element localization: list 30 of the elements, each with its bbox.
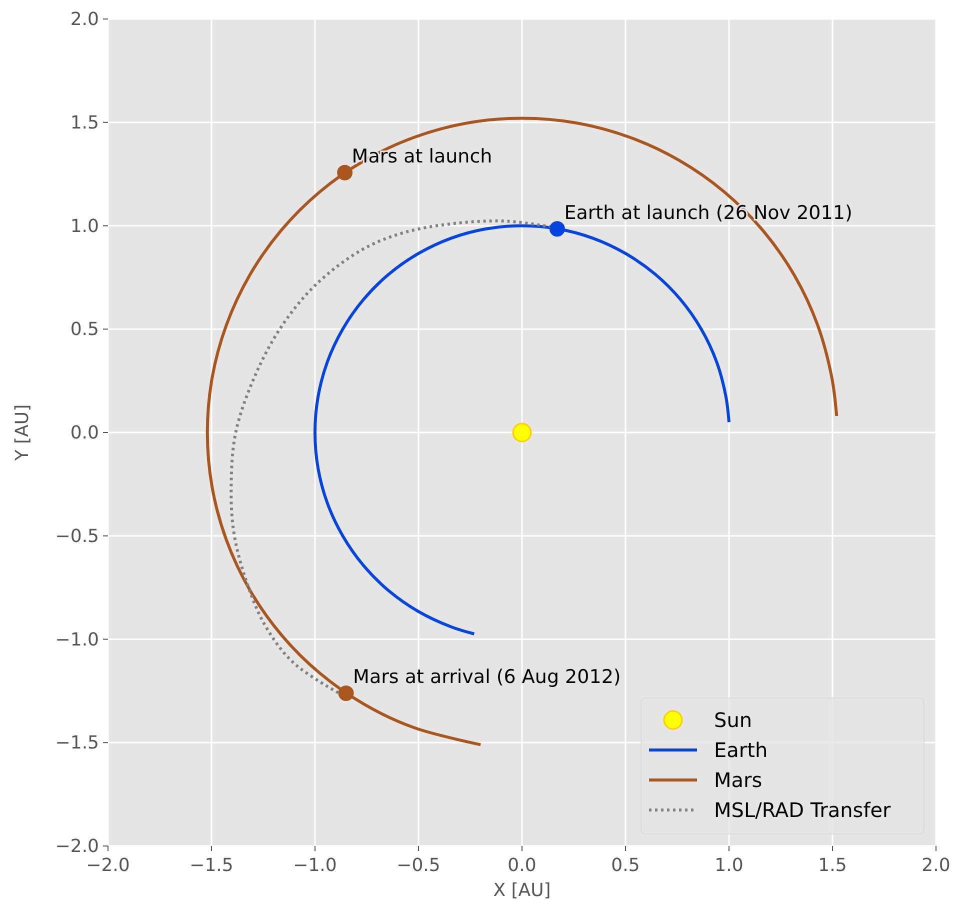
x-tick-label: 2.0 [922,855,950,876]
point [337,164,353,180]
y-tick-label: 1.5 [70,112,99,134]
y-tick-label: −0.5 [55,526,99,547]
x-tick-label: −0.5 [396,855,440,876]
x-axis-title: X [AU] [493,880,551,901]
y-tick-label: 1.0 [70,216,99,237]
y-tick-label: −1.0 [55,629,99,650]
x-tick-label: −2.0 [86,855,130,876]
y-axis-title: Y [AU] [12,404,33,462]
legend-label: MSL/RAD Transfer [714,798,892,822]
point [549,221,565,237]
y-tick-label: 0.5 [70,319,99,340]
x-tick-label: 1.5 [818,855,847,876]
y-tick-label: 0.0 [70,422,99,444]
legend-label: Mars [714,768,762,792]
y-tick-label: 2.0 [70,9,99,30]
point [512,422,532,442]
annotation: Mars at arrival (6 Aug 2012) [353,666,621,688]
y-tick-label: −2.0 [55,836,99,857]
x-tick-label: 1.0 [714,855,744,876]
annotation: Earth at launch (26 Nov 2011) [564,202,852,224]
x-tick-label: 0.0 [508,855,536,876]
legend-label: Sun [714,708,752,732]
point [338,685,354,701]
legend-label: Earth [714,738,768,762]
y-tick-label: −1.5 [55,732,99,754]
x-tick-label: −1.5 [190,855,234,876]
x-tick-label: −1.0 [293,855,337,876]
x-tick-label: 0.5 [611,855,640,876]
